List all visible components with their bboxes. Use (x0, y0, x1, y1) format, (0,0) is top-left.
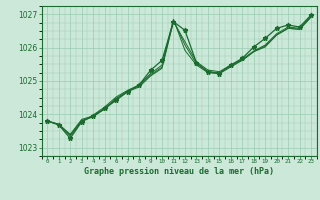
X-axis label: Graphe pression niveau de la mer (hPa): Graphe pression niveau de la mer (hPa) (84, 167, 274, 176)
